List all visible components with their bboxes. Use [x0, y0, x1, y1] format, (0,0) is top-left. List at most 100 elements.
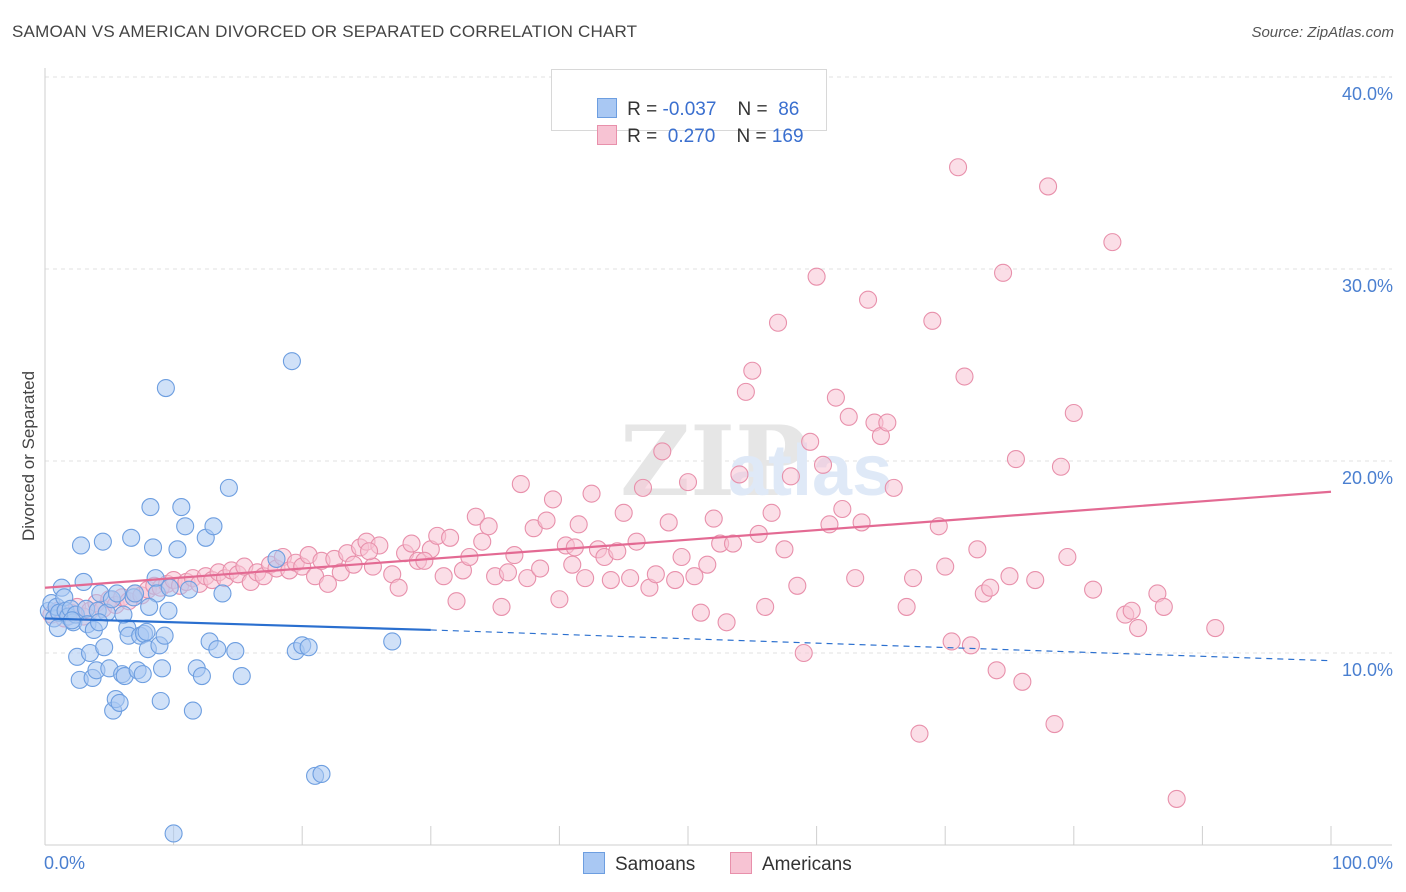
data-point-americans	[498, 563, 518, 582]
data-point-americans	[691, 603, 710, 622]
bottom-legend-swatch-samoans	[583, 852, 605, 874]
data-point-americans	[1026, 570, 1045, 590]
data-point-samoans	[110, 693, 129, 712]
data-point-americans	[801, 432, 820, 451]
data-point-americans	[723, 534, 743, 553]
data-point-samoans	[71, 536, 91, 555]
data-point-samoans	[176, 517, 195, 536]
data-point-americans	[1129, 618, 1148, 638]
legend-r-label: R =	[627, 126, 658, 147]
data-point-samoans	[226, 642, 245, 661]
data-point-americans	[775, 540, 794, 559]
data-point-americans	[968, 540, 987, 559]
data-point-americans	[1122, 601, 1141, 620]
data-point-samoans	[208, 640, 227, 659]
y-tick-label: 40.0%	[1342, 84, 1393, 104]
data-point-americans	[363, 557, 382, 576]
data-point-americans	[531, 559, 550, 578]
data-point-americans	[518, 569, 537, 588]
data-point-samoans	[164, 824, 183, 843]
data-point-samoans	[172, 498, 191, 517]
series-samoans	[39, 352, 402, 843]
data-point-samoans	[125, 584, 145, 603]
data-point-americans	[936, 557, 955, 576]
data-point-americans	[466, 507, 485, 526]
data-point-americans	[582, 484, 601, 503]
data-point-americans	[543, 490, 563, 509]
data-point-americans	[563, 555, 582, 574]
data-point-americans	[1167, 789, 1186, 808]
data-point-americans	[1206, 618, 1225, 638]
data-point-americans	[479, 517, 498, 536]
data-point-americans	[1103, 233, 1122, 252]
data-point-americans	[846, 569, 865, 588]
data-point-samoans	[156, 378, 175, 398]
legend-swatch-americans	[597, 125, 618, 145]
data-point-americans	[653, 442, 672, 461]
y-tick-label: 10.0%	[1342, 660, 1393, 680]
data-point-americans	[884, 478, 903, 497]
data-point-americans	[730, 465, 749, 484]
data-point-americans	[569, 515, 588, 534]
bottom-legend-label: Americans	[762, 854, 852, 875]
data-point-samoans	[114, 605, 133, 624]
data-point-americans	[1058, 547, 1077, 567]
data-point-americans	[1013, 672, 1032, 691]
axes	[44, 68, 1392, 846]
legend: R = -0.037 N = 86 R = 0.270 N = 169	[551, 69, 827, 147]
data-point-samoans	[122, 528, 141, 547]
data-point-americans	[550, 590, 569, 609]
legend-r-value: 0.270	[667, 126, 716, 147]
data-point-americans	[633, 478, 653, 497]
data-point-samoans	[213, 584, 232, 603]
data-point-americans	[833, 499, 852, 519]
data-point-americans	[994, 263, 1013, 282]
data-point-americans	[923, 311, 942, 330]
legend-swatch-samoans	[597, 98, 618, 118]
data-point-americans	[576, 569, 595, 588]
data-point-americans	[614, 503, 633, 522]
legend-row-americans: R = 0.270 N = 169	[576, 103, 804, 147]
data-point-americans	[858, 290, 878, 309]
gridlines	[45, 76, 1392, 654]
data-point-americans	[360, 542, 379, 561]
data-point-americans	[794, 643, 813, 663]
bottom-legend-americans: Americans	[730, 852, 852, 876]
y-tick-label: 20.0%	[1342, 468, 1393, 488]
data-point-americans	[788, 576, 807, 595]
series-americans	[42, 158, 1225, 808]
data-point-americans	[698, 555, 717, 574]
y-tick-label: 30.0%	[1342, 276, 1393, 296]
data-point-americans	[1051, 457, 1070, 476]
data-point-americans	[1084, 580, 1103, 599]
data-point-samoans	[267, 549, 286, 568]
data-point-americans	[473, 532, 492, 551]
data-point-americans	[736, 382, 755, 401]
data-point-americans	[1154, 597, 1173, 616]
trend-lines	[44, 490, 1332, 662]
bottom-legend-samoans: Samoans	[583, 852, 695, 876]
data-point-americans	[807, 267, 826, 286]
data-point-americans	[1039, 177, 1058, 196]
data-point-americans	[685, 567, 704, 586]
data-point-americans	[434, 567, 453, 586]
data-point-americans	[318, 574, 337, 593]
data-point-americans	[839, 407, 858, 426]
data-point-americans	[910, 724, 929, 743]
data-point-samoans	[151, 691, 170, 711]
source-label: Source: ZipAtlas.com	[1251, 24, 1394, 41]
data-point-samoans	[95, 638, 114, 657]
trend-line-samoans-extension	[430, 629, 1332, 662]
data-point-samoans	[141, 498, 160, 517]
data-point-americans	[981, 578, 1000, 597]
data-point-samoans	[179, 580, 199, 599]
data-point-americans	[949, 158, 968, 177]
data-point-americans	[826, 388, 845, 407]
data-point-americans	[1006, 450, 1025, 469]
data-point-americans	[402, 534, 421, 553]
data-point-americans	[762, 503, 781, 522]
data-point-americans	[646, 565, 665, 584]
x-tick-label: 100.0%	[1332, 853, 1393, 873]
data-point-samoans	[159, 601, 178, 620]
data-point-americans	[511, 474, 530, 494]
